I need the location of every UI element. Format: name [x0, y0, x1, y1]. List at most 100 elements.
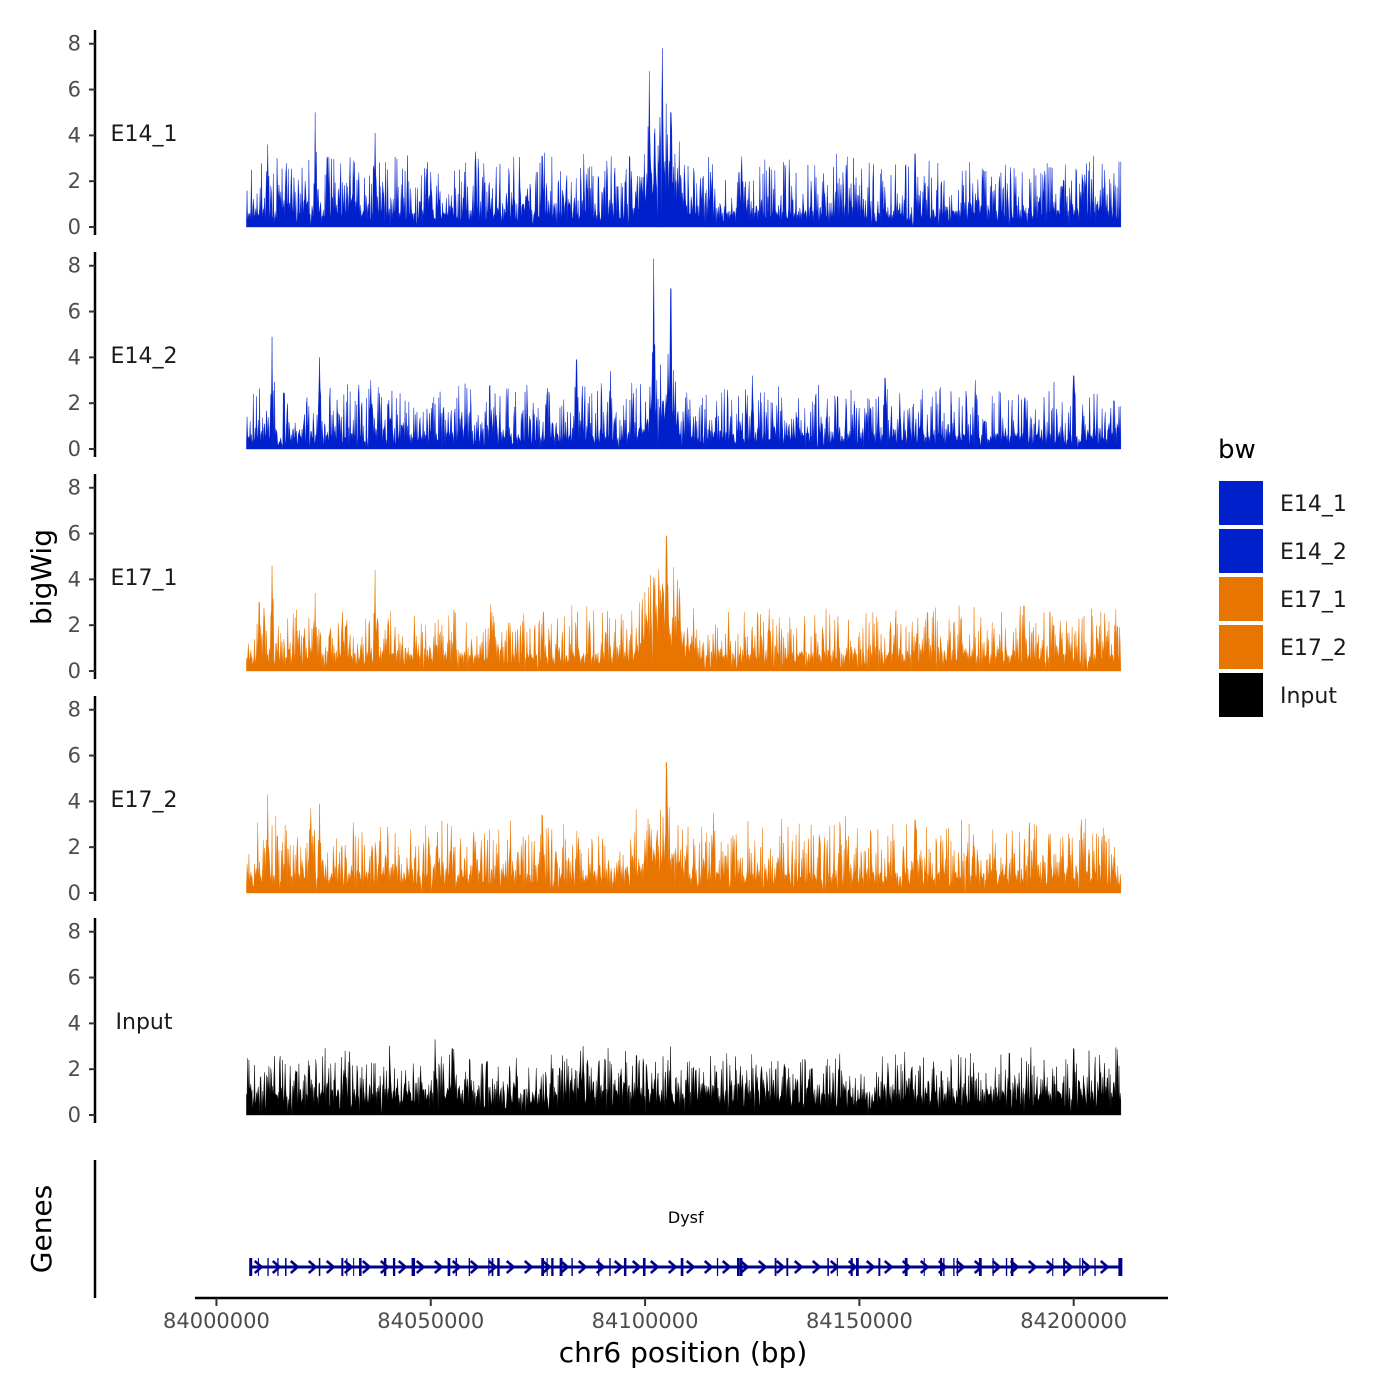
- track-Input: 0 2 4 6 8 Input: [68, 918, 1122, 1127]
- legend-swatch: [1219, 481, 1263, 525]
- strand-arrow: [721, 1260, 732, 1274]
- strand-arrow: [703, 1260, 714, 1274]
- legend-label: Input: [1280, 684, 1337, 709]
- strand-arrow: [613, 1260, 624, 1274]
- y-tick-label: 6: [68, 966, 81, 990]
- x-tick-label: 84100000: [592, 1309, 699, 1333]
- signal-area: [246, 48, 1122, 228]
- strand-arrow: [415, 1260, 426, 1274]
- legend-swatch: [1219, 673, 1263, 717]
- legend: bw E14_1 E14_2 E17_1 E17_2 Input: [1218, 435, 1347, 717]
- y-tick-label: 2: [68, 391, 81, 415]
- strand-arrow: [541, 1260, 552, 1274]
- track-label: E14_2: [111, 344, 178, 369]
- signal-area: [246, 535, 1122, 672]
- strand-arrow: [1027, 1260, 1038, 1274]
- y-tick-label: 8: [68, 254, 81, 278]
- gene-label: Dysf: [668, 1208, 704, 1227]
- strand-arrow: [397, 1260, 408, 1274]
- gene-Dysf: Dysf: [249, 1208, 1123, 1276]
- legend-title: bw: [1218, 435, 1256, 465]
- y-tick-label: 4: [68, 1011, 81, 1035]
- legend-swatch: [1219, 625, 1263, 669]
- x-tick-label: 84150000: [806, 1309, 913, 1333]
- bigwig-tracks: 0 2 4 6 8 E14_1 0 2 4 6 8 E14_2 0 2 4 6 8 E17_1 0 2 4 6 8 E17_2…: [68, 30, 1122, 1127]
- strand-arrow: [469, 1260, 480, 1274]
- strand-arrow: [325, 1260, 336, 1274]
- strand-arrow: [451, 1260, 462, 1274]
- y-tick-label: 8: [68, 476, 81, 500]
- signal-area: [246, 1039, 1122, 1116]
- gene-panel-title: Genes: [25, 1185, 58, 1273]
- strand-arrow: [649, 1260, 660, 1274]
- strand-arrow: [739, 1260, 750, 1274]
- strand-arrow: [1081, 1260, 1092, 1274]
- strand-arrow: [1099, 1260, 1110, 1274]
- y-tick-label: 0: [68, 437, 81, 461]
- strand-arrow: [379, 1260, 390, 1274]
- track-label: E17_1: [111, 566, 178, 591]
- y-tick-label: 2: [68, 835, 81, 859]
- y-tick-label: 0: [68, 881, 81, 905]
- y-tick-label: 8: [68, 920, 81, 944]
- strand-arrow: [523, 1260, 534, 1274]
- strand-arrow: [631, 1260, 642, 1274]
- y-axis-title: bigWig: [25, 529, 58, 625]
- strand-arrow: [361, 1260, 372, 1274]
- strand-arrow: [757, 1260, 768, 1274]
- strand-arrow: [883, 1260, 894, 1274]
- strand-arrow: [505, 1260, 516, 1274]
- legend-label: E14_2: [1280, 540, 1347, 565]
- y-tick-label: 6: [68, 78, 81, 102]
- track-label: E14_1: [111, 122, 178, 147]
- strand-arrow: [271, 1260, 282, 1274]
- track-label: E17_2: [111, 788, 178, 813]
- legend-swatch: [1219, 529, 1263, 573]
- strand-arrow: [811, 1260, 822, 1274]
- track-E17_1: 0 2 4 6 8 E17_1: [68, 474, 1122, 683]
- y-tick-label: 4: [68, 789, 81, 813]
- strand-arrow: [865, 1260, 876, 1274]
- legend-label: E17_2: [1280, 636, 1347, 661]
- strand-arrow: [667, 1260, 678, 1274]
- x-tick-label: 84000000: [163, 1309, 270, 1333]
- strand-arrow: [1045, 1260, 1056, 1274]
- signal-area: [246, 258, 1122, 450]
- y-tick-label: 8: [68, 698, 81, 722]
- y-tick-label: 4: [68, 123, 81, 147]
- strand-arrow: [775, 1260, 786, 1274]
- signal-area: [246, 762, 1122, 894]
- legend-swatch: [1219, 577, 1263, 621]
- y-tick-label: 6: [68, 744, 81, 768]
- x-tick-label: 84050000: [377, 1309, 484, 1333]
- y-tick-label: 2: [68, 169, 81, 193]
- strand-arrow: [685, 1260, 696, 1274]
- strand-arrow: [487, 1260, 498, 1274]
- strand-arrow: [577, 1260, 588, 1274]
- x-axis: 84000000 84050000 84100000 84150000 84200000: [163, 1296, 1168, 1333]
- y-tick-label: 4: [68, 567, 81, 591]
- x-tick-label: 84200000: [1020, 1309, 1127, 1333]
- track-label: Input: [116, 1010, 173, 1035]
- track-E17_2: 0 2 4 6 8 E17_2: [68, 696, 1122, 905]
- strand-arrow: [289, 1260, 300, 1274]
- strand-arrow: [1063, 1260, 1074, 1274]
- y-tick-label: 8: [68, 32, 81, 56]
- y-tick-label: 0: [68, 215, 81, 239]
- legend-label: E17_1: [1280, 588, 1347, 613]
- strand-arrow: [793, 1260, 804, 1274]
- y-tick-label: 6: [68, 522, 81, 546]
- strand-arrow: [919, 1260, 930, 1274]
- y-tick-label: 4: [68, 345, 81, 369]
- strand-arrow: [433, 1260, 444, 1274]
- y-tick-label: 6: [68, 300, 81, 324]
- strand-arrow: [253, 1260, 264, 1274]
- gene-track: Dysf: [93, 1160, 1123, 1298]
- x-axis-title: chr6 position (bp): [559, 1336, 808, 1369]
- track-E14_2: 0 2 4 6 8 E14_2: [68, 252, 1122, 461]
- y-tick-label: 2: [68, 1057, 81, 1081]
- strand-arrow: [955, 1260, 966, 1274]
- strand-arrow: [991, 1260, 1002, 1274]
- strand-arrow: [307, 1260, 318, 1274]
